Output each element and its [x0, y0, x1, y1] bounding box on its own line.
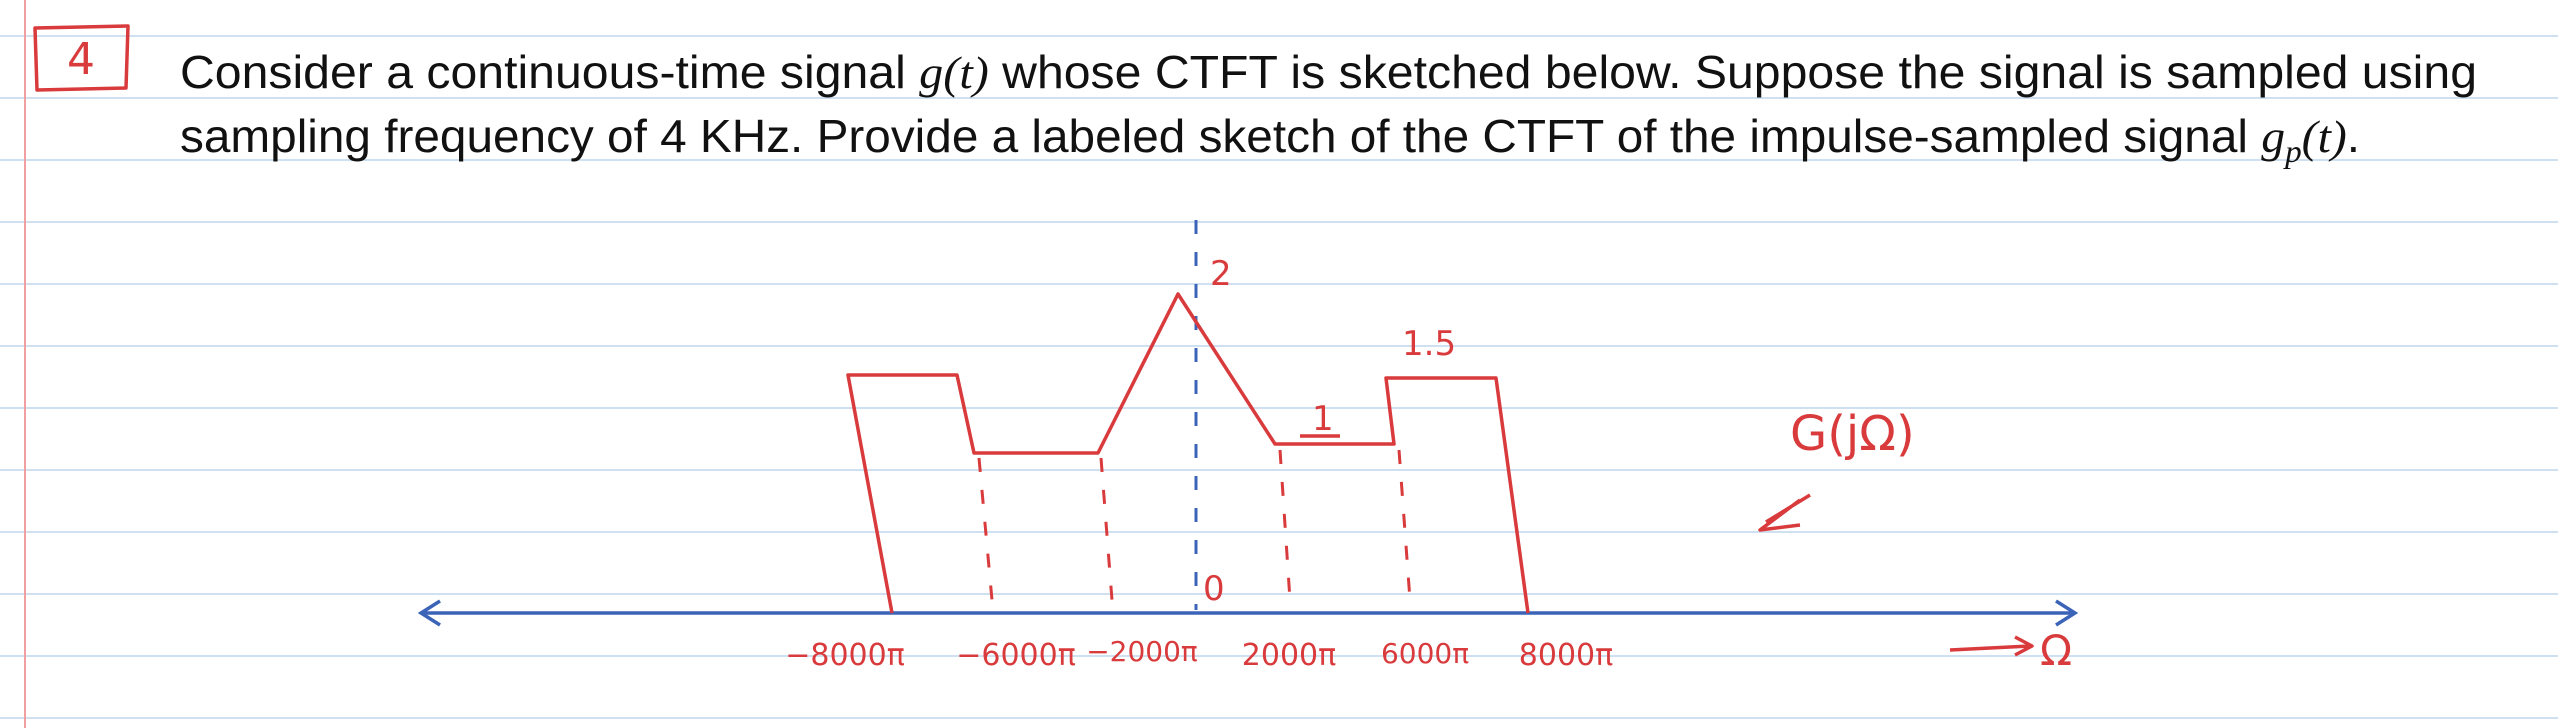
guide-line [1099, 457, 1114, 601]
guide-line [1397, 449, 1412, 601]
x-label: 6000π [1381, 637, 1469, 670]
peak-label: 2 [1210, 254, 1232, 294]
x-label: −6000π [956, 638, 1076, 673]
problem-number: 4 [67, 34, 95, 85]
origin-label: 0 [1203, 569, 1225, 609]
level-label: 1 [1312, 399, 1334, 439]
x-label: −8000π [785, 638, 905, 673]
level-label: 1.5 [1402, 324, 1456, 364]
x-label: −2000π [1086, 635, 1198, 668]
spectrum-sketch [846, 292, 1530, 614]
math: (t) [2302, 111, 2347, 162]
function-label: G(jΩ) [1790, 406, 1915, 462]
pointer-arrow [1758, 493, 1811, 532]
ruled-lines [0, 35, 2558, 719]
math: g [2261, 111, 2285, 162]
text: . [2347, 110, 2360, 162]
number-box [33, 24, 130, 92]
figure: 2 1.5 1 0 G(jΩ) Ω −8000π −6000π −2000π 2… [417, 220, 2079, 675]
text: Consider a continuous-time signal [180, 46, 919, 98]
omega-arrow [1949, 635, 2034, 657]
problem-line: Consider a continuous-time signal g(t) w… [180, 46, 2477, 98]
x-label: 8000π [1519, 638, 1613, 673]
guide-line [1278, 449, 1292, 601]
x-label: 2000π [1242, 638, 1336, 673]
guide-line [977, 457, 994, 601]
text: sampling frequency of 4 KHz. Provide a l… [180, 110, 2261, 162]
text: whose CTFT is sketched below. Suppose th… [989, 46, 2477, 98]
math: g(t) [919, 47, 989, 98]
axis-label: Ω [2040, 626, 2072, 675]
math-subscript: p [2283, 133, 2302, 169]
axis-arrows [417, 599, 2079, 627]
problem-line: sampling frequency of 4 KHz. Provide a l… [180, 110, 2360, 169]
